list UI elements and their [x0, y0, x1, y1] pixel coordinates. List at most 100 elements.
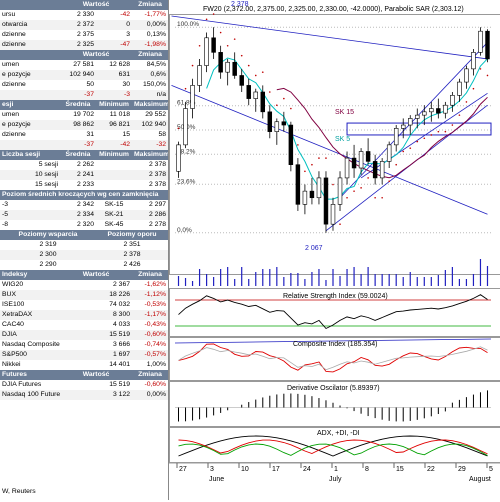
indices-row-cell: WIG20 — [0, 280, 60, 290]
sessions-header-cell: Minimum — [96, 100, 132, 110]
candle-body — [282, 122, 286, 125]
indices-row-cell: ISE100 — [0, 300, 60, 310]
sar-dot — [297, 144, 299, 146]
sessions-row-cell: 29 552 — [132, 110, 168, 120]
sar-dot — [206, 19, 208, 21]
sar-dot — [353, 190, 355, 192]
sar-dot — [185, 88, 187, 90]
avg-row-cell: 2 378 — [96, 170, 168, 180]
candle-body — [247, 85, 251, 98]
volume-row-cell: 30 — [96, 80, 132, 90]
indices-row-cell: 74 032 — [60, 300, 132, 310]
volume-row-cell: 150,0% — [132, 80, 168, 90]
top-header-cell — [0, 0, 60, 10]
date-tick-label: 1 — [334, 466, 338, 473]
date-tick-label: 24 — [303, 466, 311, 473]
indices-header-cell: Indeksy — [0, 270, 60, 280]
sar-dot — [445, 131, 447, 133]
date-tick-label: 3 — [210, 466, 214, 473]
futures-row-cell: 15 519 — [60, 380, 132, 390]
indices-row-cell: -0,57% — [132, 350, 168, 360]
indices-row-cell: -0,60% — [132, 330, 168, 340]
futures-header-cell: Futures — [0, 370, 60, 380]
top-price-label: 2 378 — [231, 1, 249, 8]
sar-dot — [290, 108, 292, 110]
ma-row-cell: 2 320 — [60, 220, 96, 230]
sessions-row-cell: -37 — [60, 140, 96, 150]
candle-body — [184, 109, 188, 145]
indices-row-cell: 4 033 — [60, 320, 132, 330]
avg-row-cell: 5 sesji — [0, 160, 60, 170]
candle-body — [303, 191, 307, 204]
sessions-row-cell: 96 821 — [96, 120, 132, 130]
avg-row-cell: 15 sesji — [0, 180, 60, 190]
top-row-cell: 0,00% — [132, 20, 168, 30]
sar-dot — [374, 197, 376, 199]
candle-body — [254, 92, 258, 99]
levels-row-cell: 2 351 — [96, 240, 168, 250]
avg-row-cell: 2 262 — [60, 160, 96, 170]
candle-body — [268, 112, 272, 132]
candle-body — [331, 204, 335, 224]
indices-row-cell: 2 367 — [60, 280, 132, 290]
indices-header-cell: Wartość — [60, 270, 132, 280]
sar-dot — [213, 13, 215, 15]
ma-row-cell: SK-15 — [96, 200, 132, 210]
candle-body — [177, 145, 181, 171]
month-label: July — [329, 476, 342, 483]
top-row-cell: ursu — [0, 10, 60, 20]
adx-line — [179, 436, 488, 456]
futures-row-cell: DJIA Futures — [0, 380, 60, 390]
sar-dot — [241, 55, 243, 57]
indices-row-cell: XetraDAX — [0, 310, 60, 320]
candle-body — [380, 161, 384, 178]
candle-body — [233, 62, 237, 75]
avg-row-cell: 2 378 — [96, 160, 168, 170]
sar-dot — [220, 32, 222, 34]
candle-body — [479, 31, 483, 52]
top-row-cell: 2 330 — [60, 10, 96, 20]
avg-row-cell: 10 sesji — [0, 170, 60, 180]
sessions-row-cell: 31 — [60, 130, 96, 140]
avg-header-cell: Minimum — [96, 150, 132, 160]
top-row-cell: 2 372 — [60, 20, 96, 30]
candle-body — [387, 145, 391, 162]
sar-dot — [325, 157, 327, 159]
sar-dot — [466, 101, 468, 103]
candle-body — [310, 191, 314, 198]
candle-body — [205, 38, 209, 66]
top-row-cell: 3 — [96, 30, 132, 40]
sar-dot — [402, 151, 404, 153]
sessions-row-cell: -42 — [96, 140, 132, 150]
indices-row-cell: 3 666 — [60, 340, 132, 350]
ma-row-cell: -5 — [0, 210, 60, 220]
sessions-row-cell: 58 — [132, 130, 168, 140]
candle-body — [394, 128, 398, 145]
date-tick-label: 27 — [179, 466, 187, 473]
date-tick-label: 10 — [241, 466, 249, 473]
candle-body — [450, 95, 454, 105]
volume-row-cell: n/a — [132, 90, 168, 100]
volume-header-cell — [0, 50, 60, 60]
avg-row-cell: 2 378 — [96, 180, 168, 190]
candle-body — [198, 66, 202, 86]
price-chart[interactable]: 100.0%61.8%50.0%38.2%23.6%0.0% 273101724… — [169, 0, 500, 500]
sar-dot — [304, 171, 306, 173]
futures-row-cell: -0,60% — [132, 380, 168, 390]
sar-dot — [269, 91, 271, 93]
indices-row-cell: CAC40 — [0, 320, 60, 330]
candle-body — [212, 38, 216, 53]
